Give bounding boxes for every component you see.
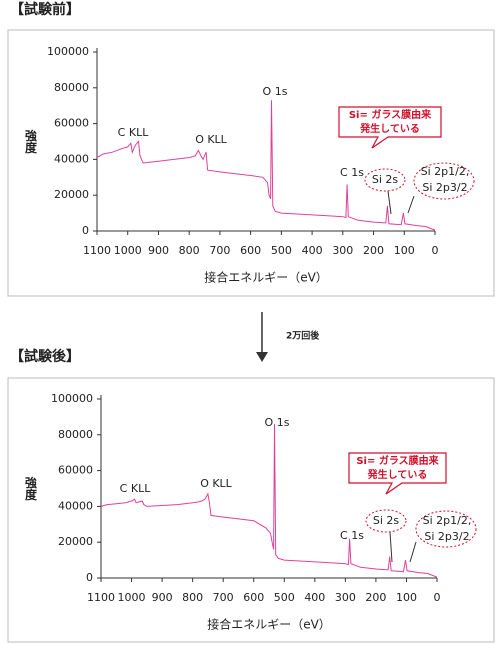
y-tick-label: 100000 bbox=[47, 45, 89, 58]
pointer bbox=[407, 195, 415, 214]
peak-label: O 1s bbox=[265, 416, 290, 429]
arrow-label: 2万回後 bbox=[286, 330, 320, 342]
pointer bbox=[387, 190, 392, 215]
y-tick-label: 40000 bbox=[58, 499, 93, 512]
x-tick-label: 100 bbox=[394, 244, 415, 257]
panel-frame bbox=[7, 377, 495, 643]
pointer bbox=[409, 541, 417, 563]
x-tick-label: 0 bbox=[434, 591, 441, 604]
y-tick-label: 40000 bbox=[54, 152, 89, 165]
y-tick-label: 80000 bbox=[58, 428, 93, 441]
peak-label: Si 2p3/2 bbox=[424, 530, 469, 543]
callout-text: 発生している bbox=[359, 122, 420, 135]
y-axis-label: 強度 bbox=[24, 128, 38, 154]
y-tick-label: 100000 bbox=[51, 392, 93, 405]
bubble bbox=[365, 509, 407, 533]
y-tick-label: 60000 bbox=[58, 464, 93, 477]
y-tick-label: 0 bbox=[82, 224, 89, 237]
callout-box bbox=[348, 452, 447, 495]
x-tick-label: 500 bbox=[271, 244, 292, 257]
y-tick-label: 0 bbox=[86, 571, 93, 584]
x-tick-label: 700 bbox=[209, 244, 230, 257]
chart-title: 【試験前】 bbox=[10, 1, 80, 18]
peak-label: O KLL bbox=[195, 133, 227, 146]
peak-label: O 1s bbox=[263, 85, 288, 98]
x-tick-label: 100 bbox=[396, 591, 417, 604]
x-tick-label: 800 bbox=[179, 244, 200, 257]
chart-title: 【試験後】 bbox=[10, 348, 80, 365]
spectrum-line bbox=[96, 100, 436, 231]
panel-frame bbox=[7, 29, 495, 297]
peak-label: Si 2p3/2 bbox=[422, 181, 467, 194]
y-tick-label: 20000 bbox=[54, 188, 89, 201]
x-tick-label: 300 bbox=[335, 591, 356, 604]
x-axis-label: 接合エネルギー（eV） bbox=[207, 617, 331, 632]
x-tick-label: 400 bbox=[304, 591, 325, 604]
peak-label: C 1s bbox=[340, 529, 364, 542]
peak-label: C 1s bbox=[340, 166, 364, 179]
peak-label: C KLL bbox=[118, 126, 150, 139]
x-tick-label: 300 bbox=[332, 244, 353, 257]
pointer bbox=[389, 531, 393, 563]
x-tick-label: 1000 bbox=[118, 591, 146, 604]
x-tick-label: 900 bbox=[152, 591, 173, 604]
bubble bbox=[364, 168, 406, 192]
x-tick-label: 200 bbox=[363, 244, 384, 257]
x-tick-label: 200 bbox=[365, 591, 386, 604]
x-tick-label: 800 bbox=[182, 591, 203, 604]
x-tick-label: 900 bbox=[148, 244, 169, 257]
x-tick-label: 1000 bbox=[114, 244, 142, 257]
peak-label: C KLL bbox=[120, 482, 152, 495]
x-axis-label: 接合エネルギー（eV） bbox=[204, 270, 328, 285]
callout-box bbox=[338, 106, 442, 149]
peak-label: Si 2p1/2, bbox=[423, 514, 472, 527]
peak-label: Si 2p1/2, bbox=[421, 165, 470, 178]
peak-label: O KLL bbox=[200, 477, 232, 490]
callout-text: Si= ガラス膜由来 bbox=[356, 454, 439, 467]
x-tick-label: 500 bbox=[274, 591, 295, 604]
x-tick-label: 0 bbox=[432, 244, 439, 257]
callout-text: 発生している bbox=[367, 468, 428, 481]
x-tick-label: 1100 bbox=[87, 591, 115, 604]
peak-label: Si 2s bbox=[373, 514, 400, 527]
callout-text: Si= ガラス膜由来 bbox=[349, 108, 432, 121]
y-tick-label: 20000 bbox=[58, 535, 93, 548]
y-tick-label: 80000 bbox=[54, 81, 89, 94]
x-tick-label: 600 bbox=[243, 591, 264, 604]
peak-label: Si 2s bbox=[372, 173, 399, 186]
x-tick-label: 400 bbox=[302, 244, 323, 257]
x-tick-label: 1100 bbox=[83, 244, 111, 257]
bubble bbox=[415, 510, 477, 548]
bubble bbox=[413, 162, 475, 200]
arrow-head bbox=[256, 352, 268, 362]
spectrum-line bbox=[100, 424, 438, 578]
x-tick-label: 700 bbox=[213, 591, 234, 604]
y-axis-label: 強度 bbox=[24, 475, 38, 501]
x-tick-label: 600 bbox=[240, 244, 261, 257]
y-tick-label: 60000 bbox=[54, 117, 89, 130]
